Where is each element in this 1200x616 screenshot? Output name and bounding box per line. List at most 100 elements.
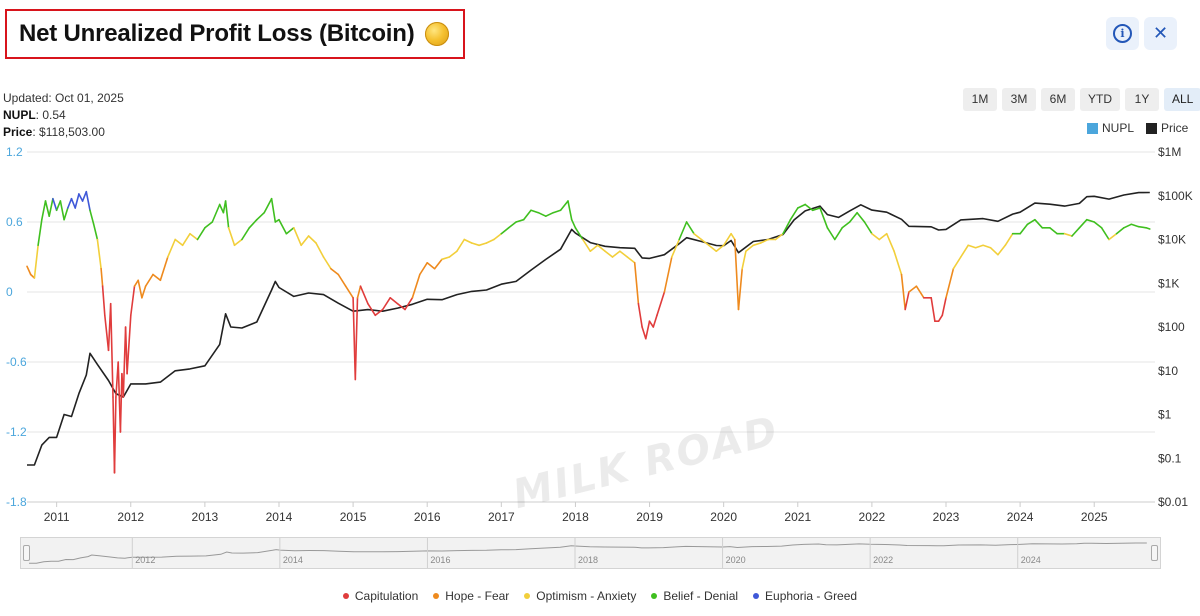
nupl-segment [945, 267, 955, 299]
nupl-segment [1071, 227, 1081, 237]
zone-label-optimism-anxiety: Optimism - Anxiety [536, 589, 637, 603]
nupl-chart[interactable]: 1.2 0.6 0 -0.6 -1.2 -1.8 $1M $100K $10K $1K $100 $1… [0, 140, 1200, 530]
nupl-segment [92, 223, 99, 241]
nupl-segment [670, 238, 681, 258]
coin-icon [424, 22, 449, 46]
zone-legend-euphoria-greed[interactable]: Euphoria - Greed [753, 589, 857, 603]
range-button-1m[interactable]: 1M [963, 88, 997, 111]
nupl-segment [871, 232, 881, 241]
range-button-1y[interactable]: 1Y [1125, 88, 1159, 111]
nupl-segment [278, 218, 288, 235]
legend-item-price[interactable]: Price [1146, 121, 1188, 135]
navigator-year-label: 2022 [873, 555, 893, 565]
range-button-all[interactable]: ALL [1164, 88, 1200, 111]
x-tick-label: 2015 [340, 510, 367, 524]
nupl-segment [997, 244, 1007, 256]
nupl-segment [470, 242, 480, 247]
nupl-segment [589, 244, 599, 252]
nupl-segment [730, 232, 736, 241]
nupl-segment [974, 244, 984, 249]
nupl-segment [330, 267, 340, 276]
nupl-segment [59, 200, 65, 221]
nupl-segment [315, 242, 325, 258]
x-tick-label: 2025 [1081, 510, 1108, 524]
nupl-segment [722, 232, 732, 247]
nupl-segment [648, 320, 655, 328]
nupl-segment [1115, 227, 1125, 235]
navigator-handle-left[interactable] [23, 545, 30, 561]
nupl-segment [700, 238, 710, 247]
left-tick-label: 1.2 [6, 145, 23, 159]
nupl-segment [40, 200, 47, 221]
legend-label-nupl: NUPL [1102, 121, 1135, 135]
updated-value: Oct 01, 2025 [55, 91, 124, 105]
nupl-segment [448, 250, 458, 258]
chart-meta: Updated: Oct 01, 2025 NUPL: 0.54 Price: … [3, 90, 124, 141]
legend-item-nupl[interactable]: NUPL [1087, 121, 1134, 135]
nupl-segment [707, 244, 718, 252]
nupl-segment [52, 197, 58, 212]
zone-dot-hope-fear [433, 593, 440, 599]
nupl-segment [307, 235, 317, 244]
right-tick-label: $0.1 [1158, 451, 1182, 465]
nupl-segment [359, 285, 369, 305]
nupl-segment [374, 308, 384, 317]
nupl-segment [789, 207, 799, 221]
navigator-year-label: 2018 [578, 555, 598, 565]
nupl-segment [941, 297, 947, 317]
zone-legend-optimism-anxiety[interactable]: Optimism - Anxiety [524, 589, 636, 603]
range-button-6m[interactable]: 6M [1041, 88, 1075, 111]
navigator-handle-right[interactable] [1151, 545, 1158, 561]
nupl-segment [85, 190, 91, 212]
nupl-segment [678, 221, 688, 241]
nupl-segment [63, 207, 69, 221]
nupl-segment [737, 267, 744, 311]
nupl-segment [292, 227, 303, 247]
zone-legend-belief-denial[interactable]: Belief - Denial [651, 589, 738, 603]
close-icon: ✕ [1152, 23, 1169, 43]
nupl-segment [389, 297, 399, 305]
nupl-segment [96, 238, 102, 270]
nupl-segment [1026, 218, 1036, 226]
nupl-segment [693, 232, 703, 241]
info-button[interactable]: i [1106, 17, 1139, 50]
nupl-segment [48, 197, 54, 217]
nupl-segment [1100, 227, 1110, 241]
nupl-segment [930, 297, 936, 322]
nupl-segment [493, 232, 503, 241]
nupl-segment [354, 297, 359, 381]
nupl-segment [126, 314, 132, 375]
nupl-segment [26, 265, 32, 276]
zone-label-capitulation: Capitulation [354, 589, 419, 603]
nupl-segment [270, 197, 277, 223]
nupl-segment [782, 218, 792, 235]
nupl-segment [685, 221, 695, 235]
close-button[interactable]: ✕ [1144, 17, 1177, 50]
range-navigator[interactable]: 2012 2014 2016 2018 2020 2022 2024 [20, 537, 1161, 569]
nupl-segment [733, 238, 740, 311]
x-tick-label: 2018 [562, 510, 589, 524]
zone-legend-capitulation[interactable]: Capitulation [342, 589, 419, 603]
nupl-segment [530, 209, 540, 214]
left-tick-label: -1.8 [6, 495, 27, 509]
range-button-3m[interactable]: 3M [1002, 88, 1036, 111]
nupl-segment [137, 279, 143, 299]
navigator-year-label: 2020 [726, 555, 746, 565]
nupl-segment [570, 218, 577, 229]
zone-legend-hope-fear[interactable]: Hope - Fear [433, 589, 509, 603]
nupl-segment [982, 244, 992, 249]
nupl-segment [322, 256, 332, 270]
zone-label-belief-denial: Belief - Denial [663, 589, 739, 603]
chart-title-box: Net Unrealized Profit Loss (Bitcoin) [5, 9, 465, 59]
page-title: Net Unrealized Profit Loss (Bitcoin) [19, 20, 415, 47]
axis-layer: 1.2 0.6 0 -0.6 -1.2 -1.8 $1M $100K $10K $1K $100 $1… [6, 145, 1193, 524]
range-button-ytd[interactable]: YTD [1080, 88, 1120, 111]
nupl-segment [715, 244, 725, 252]
nupl-segment [774, 232, 784, 241]
nupl-segment [537, 211, 547, 217]
nupl-segment [241, 227, 251, 241]
navigator-preview: 2012 2014 2016 2018 2020 2022 2024 [29, 538, 1147, 568]
right-tick-label: $0.01 [1158, 495, 1188, 509]
x-tick-label: 2014 [266, 510, 293, 524]
nupl-segment [952, 256, 962, 270]
